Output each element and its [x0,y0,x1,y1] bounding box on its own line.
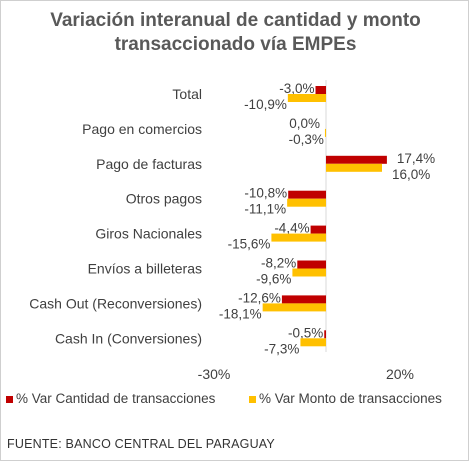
data-label-monto: -18,1% [219,306,262,321]
bar-cantidad [297,260,326,269]
data-label-cantidad: -3,0% [279,81,314,96]
data-label-monto: -15,6% [228,237,271,252]
bar-monto [326,163,382,172]
category-label: Total [172,86,202,102]
bar-cantidad [310,225,326,234]
data-label-monto: -0,3% [289,132,324,147]
category-label: Pago en comercios [82,121,202,137]
data-label-cantidad: 17,4% [397,151,435,166]
bar-monto [300,338,326,347]
bar-cantidad [288,190,326,199]
data-label-cantidad: -8,2% [261,256,296,271]
x-tick-label-max: 20% [386,366,414,382]
bar-cantidad [326,155,387,164]
data-label-monto: 16,0% [392,167,430,182]
data-label-cantidad: -12,6% [238,290,281,305]
chart-title: Variación interanual de cantidad y monto… [50,10,421,55]
bar-monto [262,303,326,312]
data-label-monto: -7,3% [264,341,299,356]
x-tick-label-min: -30% [198,366,231,382]
category-label: Pago de facturas [96,156,202,172]
bar-monto [271,233,326,242]
category-label: Otros pagos [126,191,202,207]
legend-label-cantidad: % Var Cantidad de transacciones [16,391,216,406]
data-label-monto: -9,6% [256,272,291,287]
data-label-monto: -11,1% [244,202,286,217]
bar-monto [287,198,326,207]
category-label: Giros Nacionales [95,226,202,242]
legend-swatch-cantidad [6,396,13,403]
bar-monto [292,268,326,277]
data-label-cantidad: -0,5% [288,325,323,340]
bar-monto [324,128,326,137]
legend-label-monto: % Var Monto de transacciones [259,391,442,406]
data-label-monto: -10,9% [244,97,287,112]
category-label: Envíos a billeteras [88,261,202,277]
bar-monto [287,94,326,102]
source-note: FUENTE: BANCO CENTRAL DEL PARAGUAY [7,437,275,451]
bar-cantidad [281,295,326,304]
data-label-cantidad: -10,8% [244,186,287,201]
bar-cantidad [315,86,326,94]
legend-swatch-monto [249,396,256,403]
data-label-cantidad: 0,0% [289,116,320,131]
bar-cantidad [324,330,326,339]
category-label: Cash Out (Reconversiones) [29,295,202,311]
category-label: Cash In (Conversiones) [55,330,202,346]
data-label-cantidad: -4,4% [274,221,309,236]
